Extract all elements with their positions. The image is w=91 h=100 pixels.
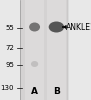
Ellipse shape (29, 22, 40, 32)
Text: 72: 72 (5, 45, 14, 51)
Text: A: A (31, 87, 38, 96)
Bar (25, 0, 44, 100)
Text: 55: 55 (5, 25, 14, 31)
Ellipse shape (31, 61, 38, 67)
Text: 130: 130 (1, 85, 14, 91)
Text: ANKLE1: ANKLE1 (66, 22, 91, 32)
Text: B: B (53, 87, 60, 96)
Ellipse shape (49, 22, 64, 32)
Bar (47, 0, 66, 100)
Text: 95: 95 (5, 62, 14, 68)
Bar (20, 0, 68, 100)
